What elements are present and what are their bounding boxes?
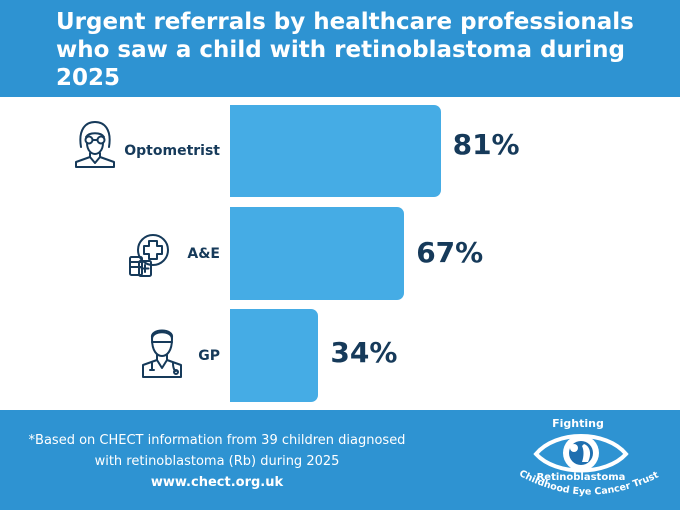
value-label-optometrist: 81% — [452, 128, 520, 161]
chart-title: Urgent referrals by healthcare professio… — [56, 9, 634, 91]
value-label-ae: 67% — [416, 236, 484, 269]
svg-text:Fighting: Fighting — [552, 417, 604, 430]
footnote: *Based on CHECT information from 39 chil… — [22, 430, 412, 493]
footnote-line-1: *Based on CHECT information from 39 chil… — [28, 433, 406, 448]
svg-text:Retinoblastoma: Retinoblastoma — [537, 472, 626, 483]
category-label-ae: A&E — [187, 246, 220, 262]
website-link[interactable]: www.chect.org.uk — [150, 475, 284, 490]
bar-gp — [230, 309, 319, 402]
bar-chart: Optometrist A&E GP 81% 67% 34% — [0, 97, 680, 410]
footnote-line-2: with retinoblastoma (Rb) during 2025 — [94, 454, 340, 469]
optometrist-icon — [75, 121, 115, 168]
chect-logo: Fighting Retinoblastoma Childhood Eye Ca… — [517, 417, 661, 498]
header-banner: Urgent referrals by healthcare professio… — [0, 0, 680, 97]
doctor-icon — [142, 329, 182, 378]
hospital-cross-icon — [129, 234, 169, 277]
category-label-gp: GP — [198, 348, 220, 364]
bar-optometrist — [230, 105, 441, 197]
footer-banner: *Based on CHECT information from 39 chil… — [0, 410, 680, 510]
value-label-gp: 34% — [330, 336, 398, 369]
category-label-optometrist: Optometrist — [124, 143, 220, 159]
bar-ae — [230, 207, 405, 300]
